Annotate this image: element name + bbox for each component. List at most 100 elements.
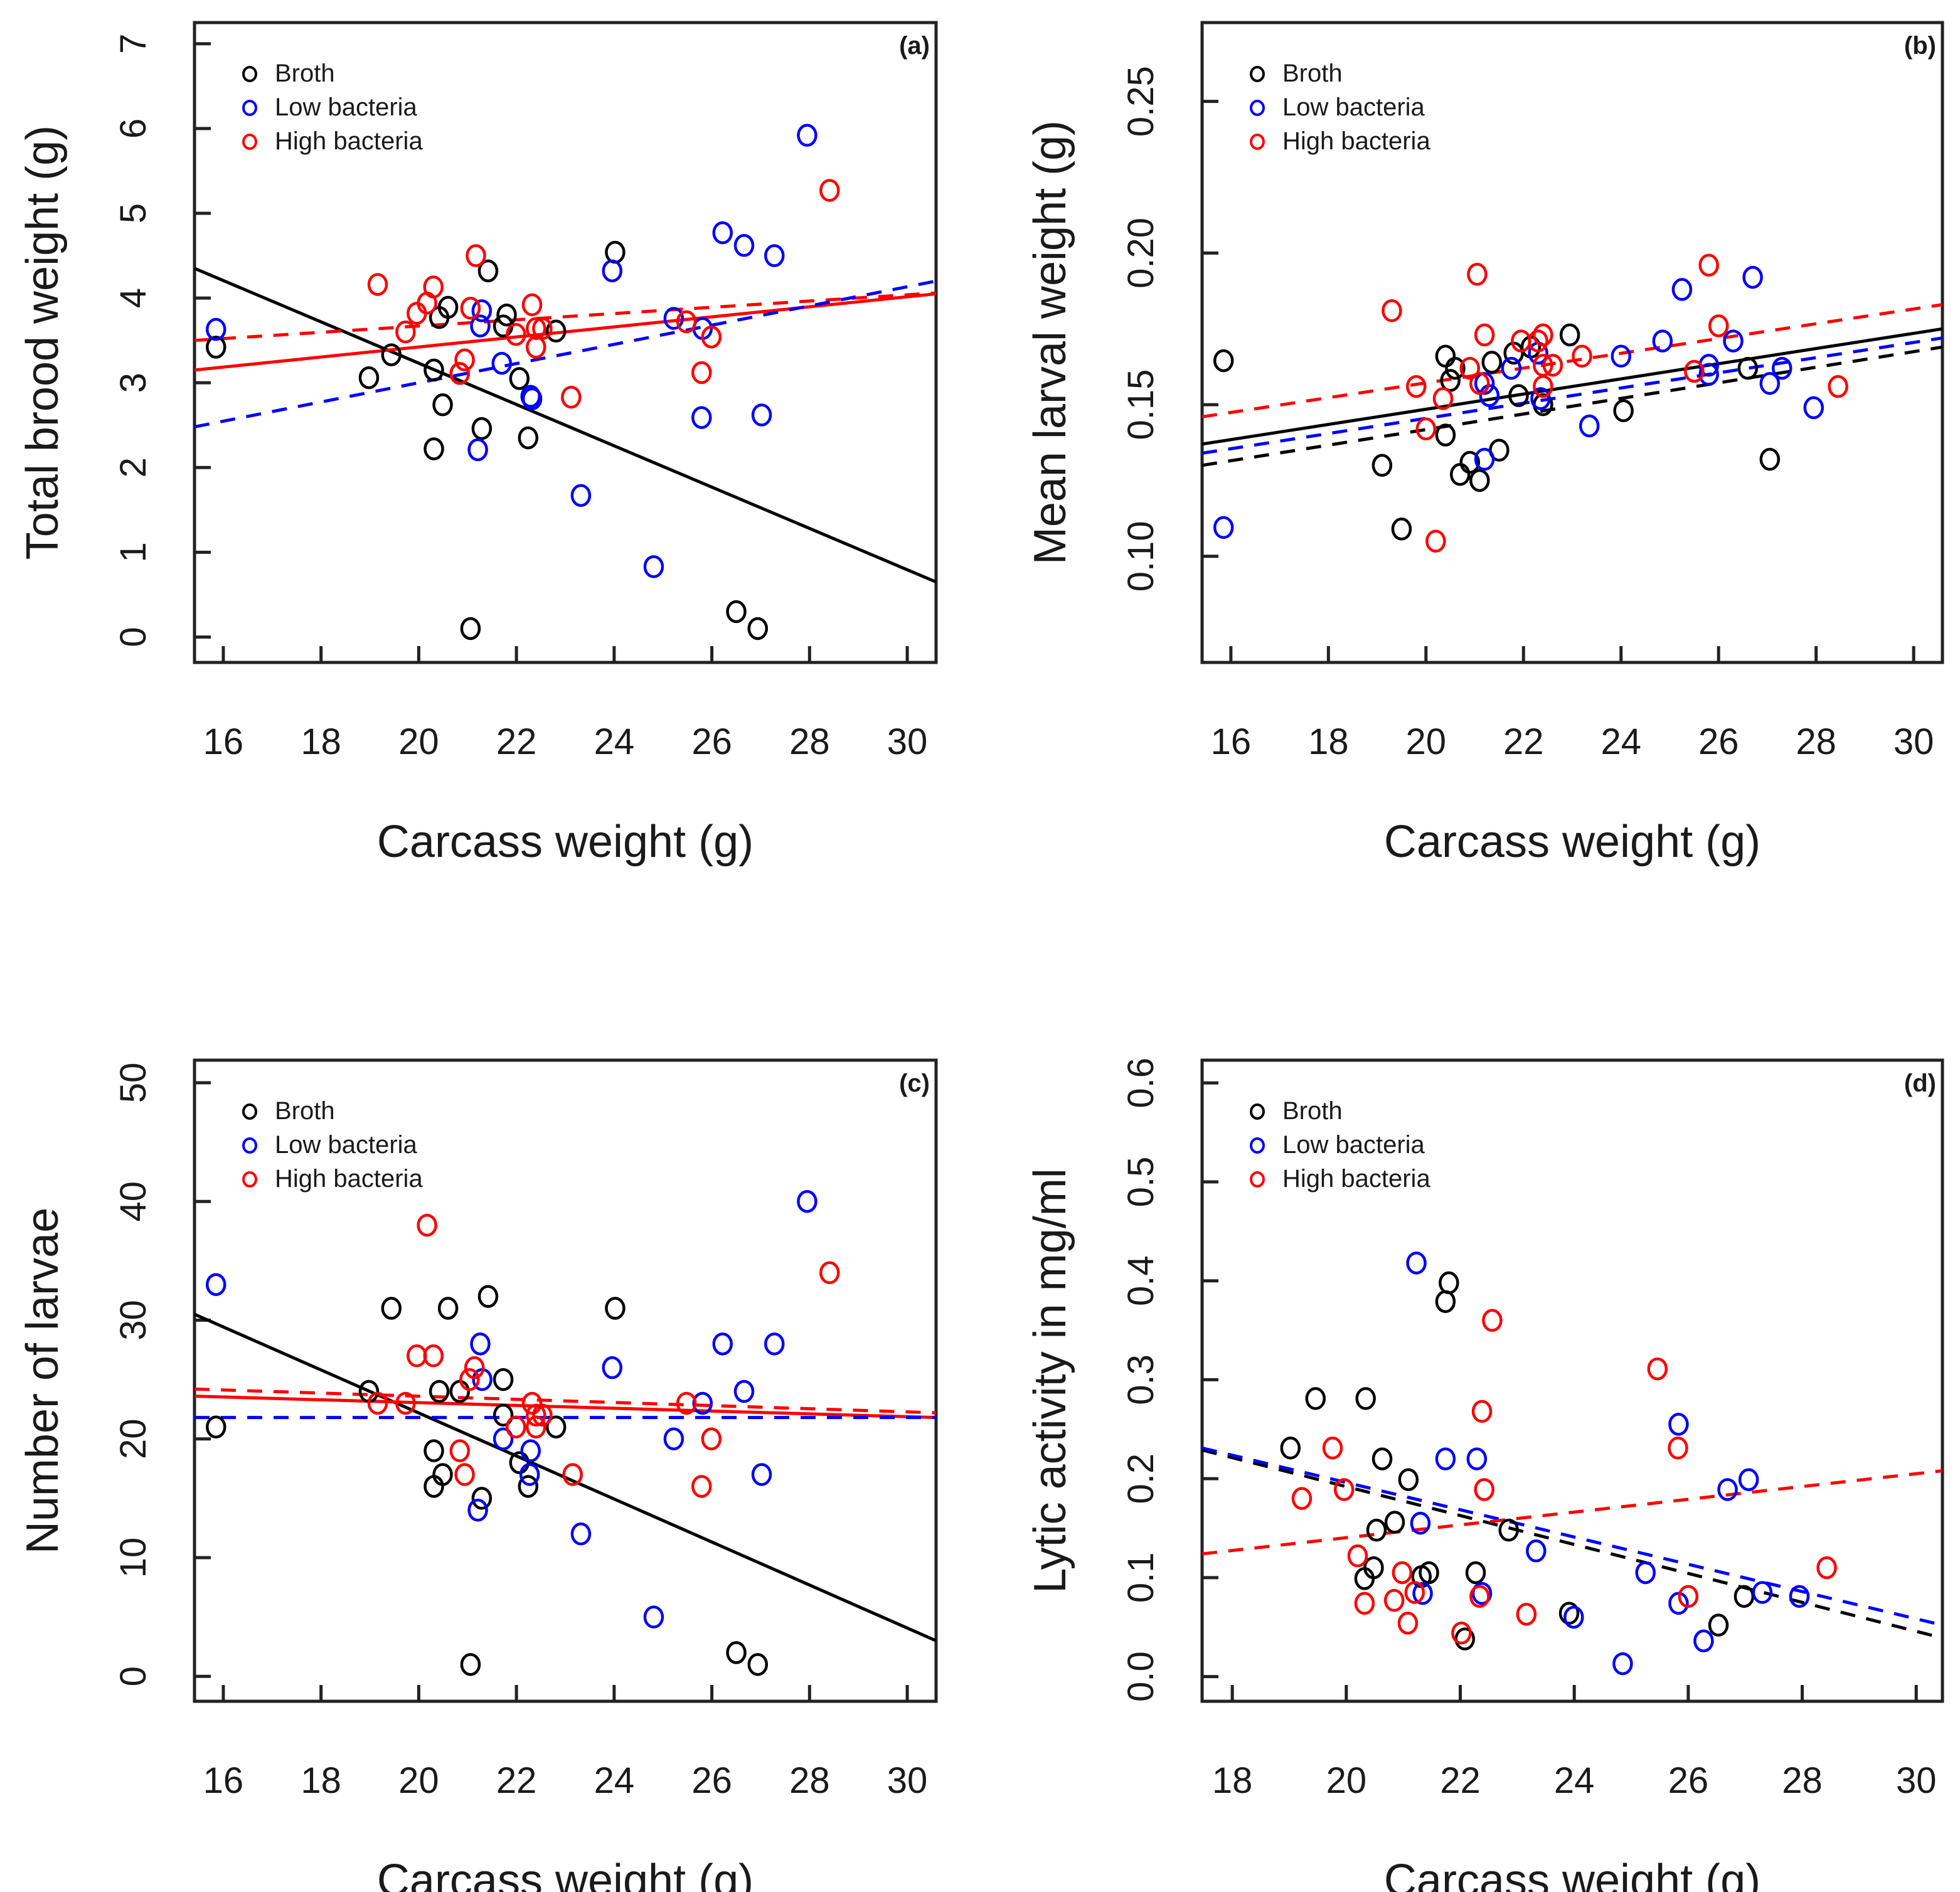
panel-b-legend-label-high-bacteria: High bacteria xyxy=(1282,127,1430,155)
panel-d-point-high-bacteria xyxy=(1469,1585,1490,1608)
panel-a-point-broth xyxy=(381,343,402,366)
panel-a-point-low-bacteria xyxy=(733,234,755,257)
panel-a-legend-marker-high-bacteria xyxy=(242,134,257,150)
panel-a-fit-line-broth-solid xyxy=(194,267,936,583)
panel-b-point-low-bacteria xyxy=(1723,329,1744,353)
panel-a-point-high-bacteria xyxy=(521,293,543,317)
panel-a-point-broth xyxy=(726,600,747,624)
panel-c-point-high-bacteria xyxy=(521,1391,543,1415)
panel-c-point-low-bacteria xyxy=(602,1356,623,1379)
panel-c-point-high-bacteria xyxy=(532,1403,553,1427)
panel-b-point-high-bacteria xyxy=(1533,323,1553,347)
panel-b-plot-frame xyxy=(1200,21,1944,664)
panel-c-x-tick-label: 20 xyxy=(398,1760,439,1801)
panel-c: 16 18 20 22 24 26 28 30 0 10 20 30 40 50 Carcass weigh… xyxy=(18,1058,938,1892)
panel-a-point-broth xyxy=(471,417,493,440)
panel-a-point-high-bacteria xyxy=(526,336,546,359)
panel-a-point-high-bacteria xyxy=(506,322,526,346)
panel-b-point-broth xyxy=(1613,399,1634,423)
panel-d-point-high-bacteria xyxy=(1354,1592,1375,1615)
panel-a-x-tick-label: 16 xyxy=(203,721,244,762)
panel-d-point-high-bacteria xyxy=(1397,1612,1419,1635)
panel-c-point-high-bacteria xyxy=(526,1403,546,1427)
panel-a-point-high-bacteria xyxy=(819,179,840,202)
panel-c-point-high-bacteria xyxy=(506,1415,526,1439)
panel-d-point-low-bacteria xyxy=(1693,1629,1714,1653)
panel-b-x-tick-label: 30 xyxy=(1893,721,1934,762)
panel-a-point-low-bacteria xyxy=(521,387,543,411)
panel-c-point-broth xyxy=(381,1297,402,1320)
panel-b-point-broth xyxy=(1445,356,1466,380)
panel-b-fit-line-high-bacteria-dashed xyxy=(1202,303,1942,418)
panel-c-point-broth xyxy=(460,1653,481,1676)
panel-c-y-tick-label: 0 xyxy=(113,1666,154,1686)
panel-b-fit-line-broth-solid xyxy=(1202,327,1942,446)
panel-a-x-tick-label: 24 xyxy=(594,721,635,762)
panel-b-point-broth xyxy=(1435,423,1456,447)
panel-d-point-high-bacteria xyxy=(1816,1556,1837,1580)
panel-a-point-high-bacteria xyxy=(466,244,486,267)
panel-d-point-high-bacteria xyxy=(1647,1357,1668,1381)
panel-d-y-tick-label: 0.0 xyxy=(1121,1651,1161,1702)
panel-c-point-broth xyxy=(509,1451,530,1474)
panel-b-point-low-bacteria xyxy=(1479,384,1500,407)
panel-c-point-broth xyxy=(726,1641,747,1664)
panel-b-x-tick-label: 24 xyxy=(1600,721,1641,762)
panel-d-point-broth xyxy=(1354,1567,1375,1590)
panel-a-x-tick-label: 22 xyxy=(496,721,537,762)
panel-b-point-broth xyxy=(1469,469,1490,492)
panel-c-point-high-bacteria xyxy=(819,1261,840,1285)
panel-c-x-tick-label: 26 xyxy=(691,1760,732,1801)
panel-d-point-broth xyxy=(1419,1561,1439,1585)
panel-d-legend-label-high-bacteria: High bacteria xyxy=(1282,1165,1430,1193)
panel-c-point-broth xyxy=(518,1475,539,1498)
panel-c-point-high-bacteria xyxy=(449,1439,471,1462)
panel-c-point-broth xyxy=(477,1285,499,1308)
panel-c-point-low-bacteria xyxy=(519,1463,540,1486)
panel-c-point-high-bacteria xyxy=(676,1391,697,1415)
panel-a-x-tick-label: 28 xyxy=(789,721,830,762)
panel-a-x-tick-label: 20 xyxy=(398,721,439,762)
panel-a-fit-lines xyxy=(194,267,936,583)
panel-d-fit-line-high-bacteria-dashed xyxy=(1202,1469,1942,1556)
panel-c-x-tick-label: 22 xyxy=(496,1760,537,1801)
panel-c-point-broth xyxy=(423,1439,444,1462)
panel-b-point-high-bacteria xyxy=(1459,356,1481,380)
panel-c-point-high-bacteria xyxy=(562,1463,583,1486)
panel-c-point-low-bacteria xyxy=(797,1189,818,1213)
panel-d-point-broth xyxy=(1371,1447,1393,1470)
panel-d-point-high-bacteria xyxy=(1482,1309,1503,1332)
panel-a-point-broth xyxy=(423,437,444,460)
panel-d-point-high-bacteria xyxy=(1474,1478,1494,1501)
panel-d-panel-label: (d) xyxy=(1904,1070,1936,1097)
panel-a-point-broth xyxy=(747,617,769,640)
panel-c-x-tick-label: 18 xyxy=(301,1760,341,1801)
panel-a-point-broth xyxy=(423,358,444,382)
panel-c-point-high-bacteria xyxy=(417,1213,437,1237)
panel-c-legend-label-low-bacteria: Low bacteria xyxy=(275,1131,418,1159)
panel-b-point-high-bacteria xyxy=(1469,372,1490,395)
panel-d-point-broth xyxy=(1435,1290,1456,1314)
panel-b-point-high-bacteria xyxy=(1528,329,1548,353)
panel-a-point-low-bacteria xyxy=(471,299,493,322)
panel-a-point-low-bacteria xyxy=(643,555,664,578)
panel-a-point-low-bacteria xyxy=(691,406,712,429)
panel-c-point-high-bacteria xyxy=(367,1391,388,1415)
panel-c-point-high-bacteria xyxy=(395,1391,416,1415)
panel-b-x-tick-label: 22 xyxy=(1503,721,1544,762)
panel-c-point-broth xyxy=(471,1487,493,1510)
panel-b-point-high-bacteria xyxy=(1406,375,1427,398)
panel-d-point-broth xyxy=(1465,1561,1486,1585)
panel-a-y-tick-label: 6 xyxy=(113,119,154,139)
panel-b-point-broth xyxy=(1391,518,1412,541)
panel-b-point-broth xyxy=(1449,463,1471,486)
panel-c-y-axis-title: Number of larvae xyxy=(18,1208,68,1554)
panel-c-point-low-bacteria xyxy=(467,1499,488,1522)
panel-c-point-low-bacteria xyxy=(206,1273,226,1296)
panel-d-point-low-bacteria xyxy=(1412,1581,1433,1605)
panel-d-point-high-bacteria xyxy=(1322,1436,1343,1460)
panel-b-point-broth xyxy=(1737,356,1759,380)
panel-b-legend-label-low-bacteria: Low bacteria xyxy=(1282,93,1425,121)
panel-c-fit-line-high-bacteria-solid xyxy=(194,1395,936,1420)
panel-d-point-high-bacteria xyxy=(1347,1544,1368,1568)
